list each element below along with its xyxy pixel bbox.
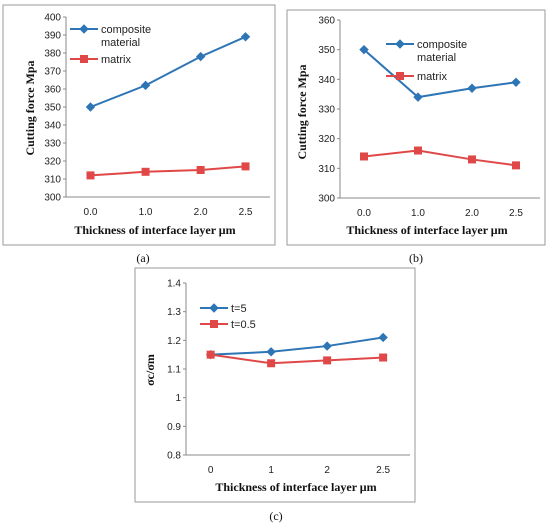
- chart-a-y-tick-label: 300: [44, 193, 61, 204]
- chart-a-x-tick-label: 2.5: [239, 207, 253, 218]
- chart-c-x-tick-label: 2.5: [376, 465, 390, 476]
- chart-b-series-0-point: [359, 44, 369, 55]
- chart-a-series-0-point: [240, 32, 251, 42]
- chart-b-caption: (b): [409, 251, 423, 265]
- chart-a-legend-0-swatch-marker: [79, 24, 89, 34]
- chart-b-y-tick-label: 300: [318, 194, 335, 205]
- chart-b-y-tick-label: 340: [318, 75, 335, 86]
- chart-a-y-tick-label: 310: [44, 175, 61, 186]
- chart-b-y-tick-label: 310: [318, 164, 335, 175]
- chart-c-series-1-point: [267, 359, 276, 368]
- chart-a-y-tick-label: 350: [44, 103, 61, 114]
- chart-c-series-0-point: [322, 341, 332, 351]
- chart-c-x-tick-label: 1: [268, 465, 274, 476]
- chart-b-y-tick-label: 360: [318, 16, 335, 27]
- chart-a-plot: 300 310 320 330 340 350 360 370 380 390 400 0.0 1.0 2…: [44, 13, 270, 218]
- chart-b-y-tick-label: 350: [318, 45, 335, 56]
- chart-c-y-tick-label: 1.1: [167, 365, 181, 376]
- chart-a-x-axis-title: Thickness of interface layer μm: [74, 223, 235, 237]
- chart-a-y-tick-label: 380: [44, 49, 61, 60]
- chart-a-series-0-point: [140, 80, 151, 91]
- chart-c-series-0-point: [378, 332, 388, 343]
- chart-c-y-tick-label: 1: [175, 393, 181, 404]
- chart-a-series-0-line: [90, 35, 246, 108]
- chart-b-y-axis-title: Cutting force Mpa: [295, 64, 309, 159]
- chart-a-y-tick-label: 390: [44, 31, 61, 42]
- chart-a-y-tick-label: 340: [44, 121, 61, 132]
- chart-b-y-tick-label: 320: [318, 134, 335, 145]
- chart-b-series-0-point: [467, 83, 477, 93]
- chart-c-series-0-point: [266, 347, 276, 357]
- chart-b-series-1-point: [468, 155, 476, 164]
- chart-panel-a: 300 310 320 330 340 350 360 370 380 390 400 0.0 1.0 2…: [2, 4, 276, 265]
- chart-a-series-1-point: [86, 171, 95, 180]
- chart-a-y-tick-label: 330: [44, 139, 61, 150]
- chart-c-legend-0-swatch-marker: [209, 303, 219, 313]
- chart-b-series-0-line: [363, 48, 517, 99]
- chart-c-x-tick-label: 0: [208, 465, 214, 476]
- chart-b-legend-0-label: composite material: [417, 39, 467, 64]
- chart-c-y-tick-label: 1.3: [167, 307, 181, 318]
- chart-c-legend-1-swatch-marker: [210, 320, 218, 328]
- chart-b-x-tick-label: 0.0: [357, 208, 371, 219]
- chart-b-legend-1-label: matrix: [417, 71, 447, 83]
- chart-panel-c: 0.8 0.9 1 1.1 1.2 1.3 1.4 0 1 2 2.5 t=5 t=0.5 Thickn…: [134, 267, 416, 523]
- chart-c-series-1-point: [206, 350, 215, 359]
- panel-a-frame: [2, 4, 276, 246]
- chart-c-series-1-line: [210, 353, 384, 365]
- chart-c-legend-0-label: t=5: [231, 303, 247, 315]
- chart-b-x-tick-label: 2.0: [465, 208, 479, 219]
- chart-a-series-0-point: [85, 102, 96, 112]
- chart-b-series-1-point: [512, 161, 520, 170]
- chart-a-legend-1-label: matrix: [101, 54, 131, 66]
- panel-b-frame: [286, 9, 546, 246]
- chart-a-y-tick-label: 360: [44, 85, 61, 96]
- chart-b-series-1-point: [360, 152, 368, 161]
- chart-a-series-1-point: [196, 166, 205, 174]
- chart-c-caption: (c): [269, 509, 282, 523]
- chart-b-plot: 300 310 320 330 340 350 360 0.0 1.0 2.0 2.5 composi…: [318, 16, 540, 219]
- chart-a-legend-1-swatch-marker: [80, 55, 88, 63]
- chart-c-y-tick-label: 0.8: [167, 451, 181, 462]
- chart-a-y-tick-label: 400: [44, 13, 61, 24]
- chart-panel-b: 300 310 320 330 340 350 360 0.0 1.0 2.0 2.5 composi…: [286, 9, 546, 265]
- chart-a-x-tick-label: 2.0: [194, 207, 208, 218]
- chart-c-series-1-point: [323, 356, 332, 365]
- panel-c-frame: [134, 267, 416, 503]
- chart-b-x-tick-label: 2.5: [509, 208, 523, 219]
- chart-c-y-tick-label: 0.9: [167, 422, 181, 433]
- chart-b-legend-1-swatch-marker: [396, 72, 404, 80]
- chart-b-series-1-line: [363, 149, 517, 167]
- chart-a-series-1-point: [241, 162, 250, 171]
- chart-a-series-1-line: [90, 165, 246, 177]
- chart-c-series-0-line: [210, 336, 384, 356]
- chart-b-series-1-point: [414, 146, 422, 155]
- chart-a-y-tick-label: 320: [44, 157, 61, 168]
- chart-a-x-tick-label: 0.0: [84, 207, 98, 218]
- chart-c-y-tick-label: 1.2: [167, 336, 181, 347]
- chart-b-x-axis-title: Thickness of interface layer μm: [346, 223, 507, 237]
- chart-c-x-tick-label: 2: [324, 465, 330, 476]
- chart-a-series-0-point: [195, 51, 206, 62]
- chart-a-y-tick-label: 370: [44, 67, 61, 78]
- chart-a-y-axis-title: Cutting force Mpa: [23, 60, 37, 155]
- chart-a-x-tick-label: 1.0: [139, 207, 153, 218]
- chart-c-plot: 0.8 0.9 1 1.1 1.2 1.3 1.4 0 1 2 2.5 t=5 t=0.5: [167, 279, 410, 476]
- chart-b-series-0-point: [413, 92, 423, 102]
- chart-c-legend-1-label: t=0.5: [231, 319, 256, 331]
- chart-b-x-tick-label: 1.0: [411, 208, 425, 219]
- chart-b-y-tick-label: 330: [318, 105, 335, 116]
- chart-c-y-tick-label: 1.4: [167, 279, 181, 290]
- chart-a-series-1-point: [141, 167, 150, 176]
- chart-b-series-0-point: [511, 77, 521, 88]
- chart-c-series-1-point: [379, 353, 388, 362]
- chart-b-legend-0-swatch-marker: [395, 39, 405, 49]
- chart-c-y-axis-title: σc/σm: [143, 354, 157, 386]
- chart-a-caption: (a): [136, 251, 149, 265]
- chart-a-legend-0-label: composite material: [101, 24, 151, 49]
- chart-c-x-axis-title: Thickness of interface layer μm: [215, 480, 376, 494]
